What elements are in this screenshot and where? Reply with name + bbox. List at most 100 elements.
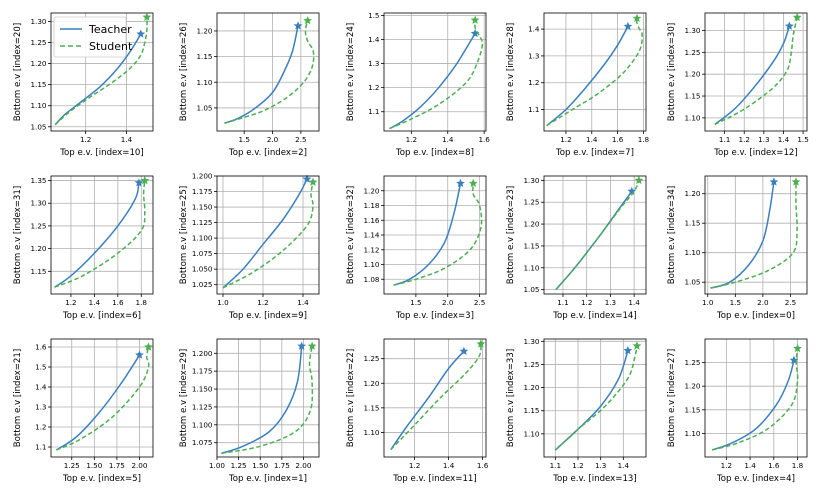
- x-tick-label: 1.8: [136, 298, 148, 307]
- x-tick-label: 1.2: [80, 135, 91, 144]
- student-line: [54, 17, 148, 126]
- legend: Teacher Student: [53, 16, 133, 58]
- y-tick-label: 1.05: [684, 278, 700, 287]
- y-tick-label: 1.30: [523, 337, 539, 346]
- y-tick-label: 1.4: [368, 35, 380, 44]
- student-line: [554, 345, 638, 451]
- y-tick-label: 1.25: [523, 198, 539, 207]
- y-tick-label: 1.175: [192, 367, 213, 376]
- teacher-end-star: [623, 21, 633, 31]
- y-tick-label: 1.25: [30, 38, 46, 47]
- plot-frame: [383, 12, 487, 132]
- subplot-3: 1.2 1.4 1.6 1.1 1.2 1.3 1.4 1.5 Top e.v. [index=…: [346, 11, 490, 158]
- student-line: [393, 183, 483, 286]
- teacher-end-star: [623, 346, 633, 355]
- y-tick-label: 1.150: [192, 385, 213, 394]
- x-axis-label: Top e.v. [index=3]: [395, 311, 474, 321]
- student-end-star: [793, 343, 802, 353]
- x-tick-label: 1.2: [257, 298, 268, 307]
- x-tick-label: 1.1: [557, 298, 568, 307]
- x-tick-label: 1.5: [797, 135, 808, 144]
- y-tick-label: 1.10: [30, 101, 46, 110]
- teacher-line: [55, 354, 141, 451]
- student-line: [221, 346, 314, 455]
- teacher-end-star: [136, 29, 146, 38]
- teacher-line: [554, 350, 629, 451]
- y-tick-label: 1.075: [192, 438, 213, 447]
- subplot-14: 1.1 1.2 1.3 1.4 1.10 1.15 1.20 1.25 1.30 Top e.v.…: [506, 337, 647, 484]
- y-axis-label: Bottom e.v [index=28]: [506, 23, 516, 121]
- teacher-end-star: [769, 177, 779, 186]
- x-tick-label: 1.3: [605, 298, 616, 307]
- x-tick-label: 1.1: [719, 135, 730, 144]
- y-tick-label: 1.10: [523, 429, 539, 438]
- y-tick-label: 1.100: [192, 234, 213, 243]
- teacher-end-star: [302, 174, 312, 183]
- y-tick-label: 1.05: [196, 103, 212, 112]
- y-tick-label: 1.15: [684, 92, 700, 101]
- y-tick-label: 1.15: [684, 405, 700, 414]
- y-tick-label: 1.3: [35, 403, 46, 412]
- subplot-12: 1.00 1.25 1.50 1.75 2.00 1.075 1.100 1.125 1.150…: [179, 338, 320, 484]
- subplot-15: 1.2 1.4 1.6 1.8 1.10 1.15 1.20 1.25 Top e.v. [in…: [667, 338, 808, 484]
- student-end-star: [307, 341, 317, 350]
- plot-frame: [383, 175, 487, 295]
- y-tick-label: 1.30: [523, 176, 539, 185]
- x-tick-label: 1.4: [618, 461, 630, 470]
- gridlines: [51, 339, 153, 457]
- gridlines: [384, 339, 486, 457]
- y-tick-label: 1.20: [684, 382, 700, 391]
- teacher-line: [546, 26, 629, 127]
- y-axis-label: Bottom e.v [index=33]: [506, 349, 516, 447]
- x-axis-label: Top e.v. [index=6]: [62, 311, 141, 321]
- plot-frame: [543, 338, 647, 458]
- y-tick-label: 1.30: [30, 199, 46, 208]
- y-tick-label: 1.15: [30, 80, 46, 89]
- student-end-star: [308, 177, 318, 186]
- student-end-star: [476, 339, 486, 348]
- x-tick-label: 1.4: [297, 298, 309, 307]
- x-axis-label: Top e.v. [index=2]: [228, 148, 307, 158]
- y-axis-label: Bottom e.v [index=20]: [13, 23, 23, 121]
- student-end-star: [632, 341, 642, 350]
- x-tick-label: 1.5: [730, 298, 741, 307]
- subplot-13: 1.2 1.4 1.6 1.10 1.15 1.20 1.25 Top e.v. [index…: [346, 338, 489, 484]
- x-axis-label: Top e.v. [index=10]: [59, 148, 144, 158]
- subplot-grid: 1.2 1.4 1.05 1.10 1.15 1.20 1.25 1.30 Top e.v. […: [13, 11, 809, 484]
- student-end-star: [142, 12, 152, 21]
- gridlines: [705, 339, 807, 457]
- y-tick-label: 1.10: [196, 78, 212, 87]
- y-tick-label: 1.200: [192, 172, 213, 181]
- y-tick-label: 1.15: [196, 52, 212, 61]
- subplot-8: 1.5 2.0 2.5 1.08 1.10 1.12 1.14 1.16 1.18 1.20 Top…: [346, 175, 487, 321]
- y-tick-label: 1.1: [528, 105, 539, 114]
- y-tick-label: 1.25: [363, 354, 379, 363]
- teacher-line: [711, 359, 795, 451]
- teacher-end-star: [135, 350, 144, 359]
- y-tick-label: 1.20: [30, 59, 46, 68]
- y-axis-label: Bottom e.v [index=32]: [346, 186, 356, 284]
- y-tick-label: 1.125: [192, 402, 213, 411]
- x-tick-label: 1.6: [112, 298, 124, 307]
- student-end-star: [140, 175, 150, 185]
- student-line: [390, 343, 482, 451]
- y-tick-label: 1.150: [192, 203, 213, 212]
- y-tick-label: 1.6: [35, 343, 47, 352]
- subplot-11: 1.25 1.50 1.75 2.00 1.1 1.2 1.3 1.4 1.5 1.6 Top e.…: [13, 338, 154, 484]
- y-tick-label: 1.5: [35, 363, 46, 372]
- x-axis-label: Top e.v. [index=7]: [555, 148, 634, 158]
- y-axis-label: Bottom e.v [index=27]: [667, 349, 677, 447]
- x-tick-label: 1.0: [702, 298, 714, 307]
- y-axis-label: Bottom e.v [index=25]: [179, 186, 189, 284]
- x-tick-label: 1.1: [550, 461, 561, 470]
- y-tick-label: 1.25: [684, 358, 700, 367]
- plot-frame: [543, 12, 647, 132]
- y-tick-label: 1.20: [684, 70, 700, 79]
- teacher-line: [389, 33, 476, 130]
- student-line: [714, 17, 798, 126]
- x-tick-label: 2.0: [757, 298, 769, 307]
- x-axis-label: Top e.v. [index=5]: [62, 474, 141, 484]
- plot-frame: [704, 175, 808, 295]
- y-axis-label: Bottom e.v [index=22]: [346, 349, 356, 447]
- x-tick-label: 1.6: [768, 461, 780, 470]
